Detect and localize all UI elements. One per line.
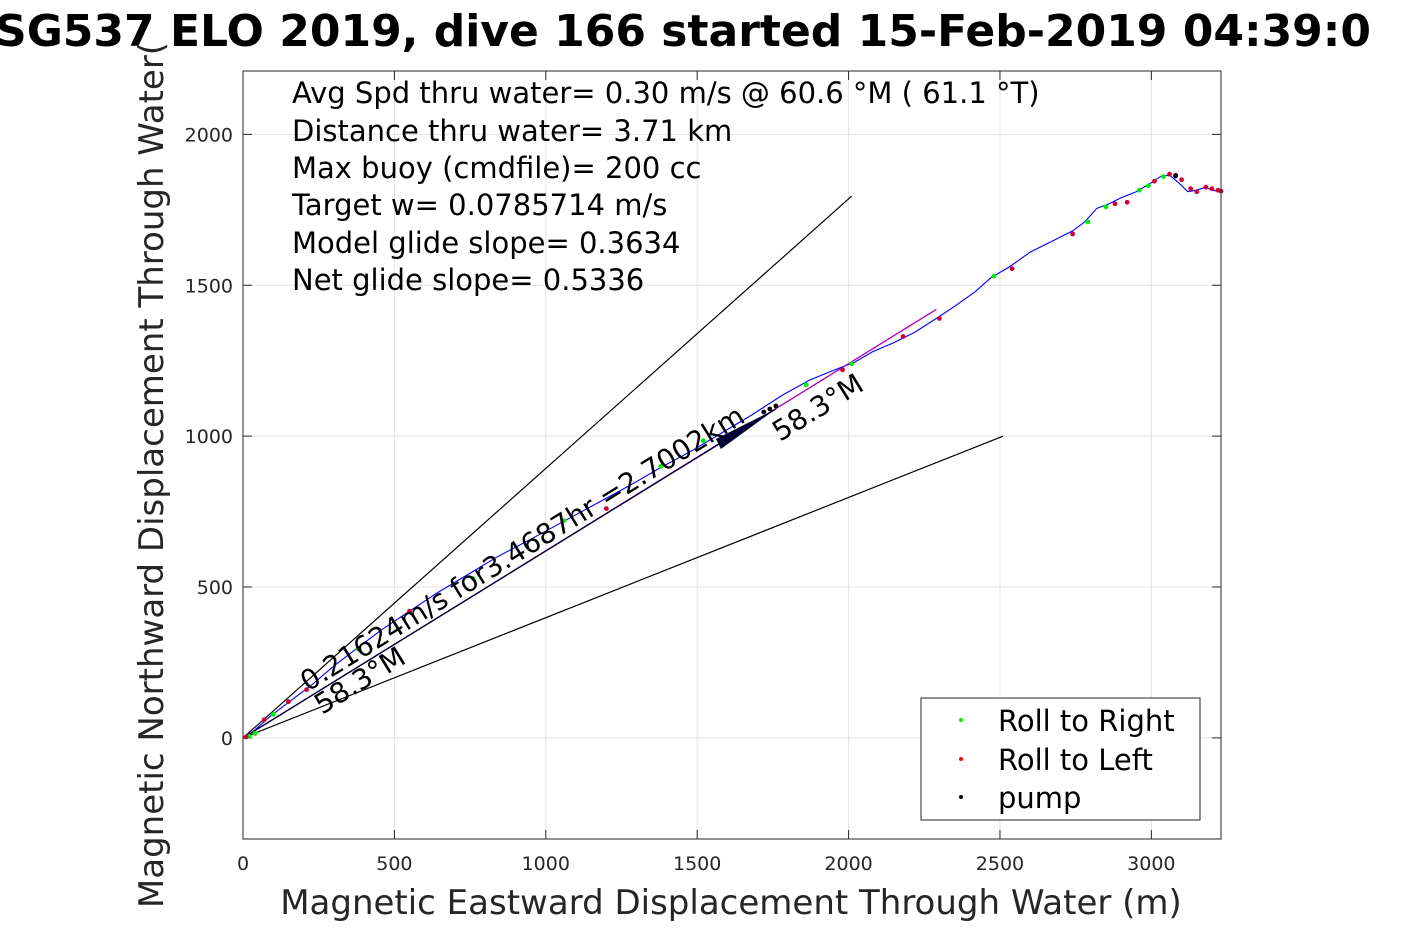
- x-tick-label: 0: [237, 853, 249, 875]
- point-roll-to-left: [1151, 178, 1157, 184]
- point-roll-to-right: [991, 273, 997, 279]
- point-roll-to-right: [270, 711, 276, 717]
- reference-line-2: [242, 435, 1004, 739]
- point-roll-to-left: [1112, 201, 1118, 207]
- point-roll-to-right: [658, 463, 664, 469]
- legend-marker-roll-right: [959, 718, 963, 722]
- point-pump: [773, 403, 779, 409]
- point-roll-to-right: [1145, 183, 1151, 189]
- point-roll-to-left: [1209, 186, 1215, 192]
- legend-box: [920, 697, 1201, 821]
- info-distance: Distance thru water= 3.71 km: [292, 114, 732, 148]
- point-roll-to-right: [1085, 219, 1091, 225]
- y-tick-label: 2000: [185, 124, 233, 146]
- axes-box: [242, 70, 1222, 840]
- legend-label-roll-left: Roll to Left: [998, 743, 1153, 777]
- reference-line-1: [242, 195, 852, 739]
- point-roll-to-right: [1161, 174, 1166, 180]
- point-pump: [767, 406, 773, 412]
- info-text: Avg Spd thru water= 0.30 m/s @ 60.6 °M (…: [291, 76, 1040, 297]
- point-roll-to-left: [1188, 186, 1194, 192]
- y-tick-label: 500: [197, 577, 233, 599]
- point-roll-to-left: [304, 687, 309, 693]
- point-pump: [761, 409, 767, 415]
- point-roll-to-left: [1194, 189, 1200, 195]
- point-roll-to-right: [252, 730, 258, 736]
- point-roll-to-left: [286, 699, 291, 705]
- point-roll-to-left: [1070, 231, 1076, 237]
- point-roll-to-left: [603, 506, 609, 511]
- point-roll-to-left: [261, 717, 267, 723]
- x-tick-label: 2500: [976, 853, 1024, 875]
- y-tick-label: 1000: [185, 426, 233, 448]
- x-axis-label: Magnetic Eastward Displacement Through W…: [280, 883, 1182, 923]
- point-roll-to-right: [700, 438, 706, 444]
- point-roll-to-right: [470, 576, 476, 581]
- point-pump: [1173, 173, 1178, 179]
- point-roll-to-left: [407, 608, 412, 614]
- legend-marker-pump: [959, 795, 963, 799]
- x-tick-label: 3000: [1127, 853, 1175, 875]
- point-roll-to-left: [840, 367, 845, 373]
- point-roll-to-left: [243, 734, 249, 740]
- point-roll-to-right: [803, 382, 809, 388]
- point-roll-to-right: [561, 518, 567, 524]
- x-tick-label: 1500: [673, 853, 721, 875]
- legend: Roll to Right Roll to Left pump: [920, 697, 1201, 821]
- y-tick-label: 1500: [185, 275, 233, 297]
- point-roll-to-left: [937, 316, 942, 321]
- point-roll-to-right: [1136, 187, 1142, 193]
- y-axis-label: Magnetic Northward Displacement Through …: [132, 42, 172, 908]
- legend-label-roll-right: Roll to Right: [998, 704, 1175, 738]
- info-max-buoy: Max buoy (cmdfile)= 200 cc: [292, 151, 701, 185]
- point-roll-to-left: [1124, 199, 1130, 205]
- x-tick-label: 500: [376, 853, 412, 875]
- point-roll-to-left: [1009, 266, 1015, 272]
- y-tick-label: 0: [221, 728, 233, 750]
- chart-title: SG537 ELO 2019, dive 166 started 15-Feb-…: [0, 6, 1371, 57]
- info-net-glide-slope: Net glide slope= 0.5336: [292, 263, 644, 297]
- point-roll-to-left: [1167, 171, 1172, 177]
- x-tick-label: 2000: [824, 853, 872, 875]
- current-vector-line: [242, 408, 777, 739]
- current-vector-arrowhead: [715, 408, 776, 449]
- point-roll-to-left: [900, 334, 906, 339]
- x-tick-label: 1000: [522, 853, 570, 875]
- point-roll-to-right: [355, 646, 361, 652]
- info-avg-speed: Avg Spd thru water= 0.30 m/s @ 60.6 °M (…: [292, 76, 1040, 110]
- info-target-w: Target w= 0.0785714 m/s: [291, 188, 667, 222]
- point-roll-to-right: [1103, 204, 1109, 210]
- point-roll-to-left: [1179, 177, 1185, 183]
- point-roll-to-left: [1203, 184, 1209, 190]
- point-roll-to-right: [849, 361, 855, 367]
- info-model-glide-slope: Model glide slope= 0.3634: [292, 226, 680, 260]
- legend-marker-roll-left: [959, 757, 963, 761]
- legend-label-pump: pump: [998, 781, 1081, 815]
